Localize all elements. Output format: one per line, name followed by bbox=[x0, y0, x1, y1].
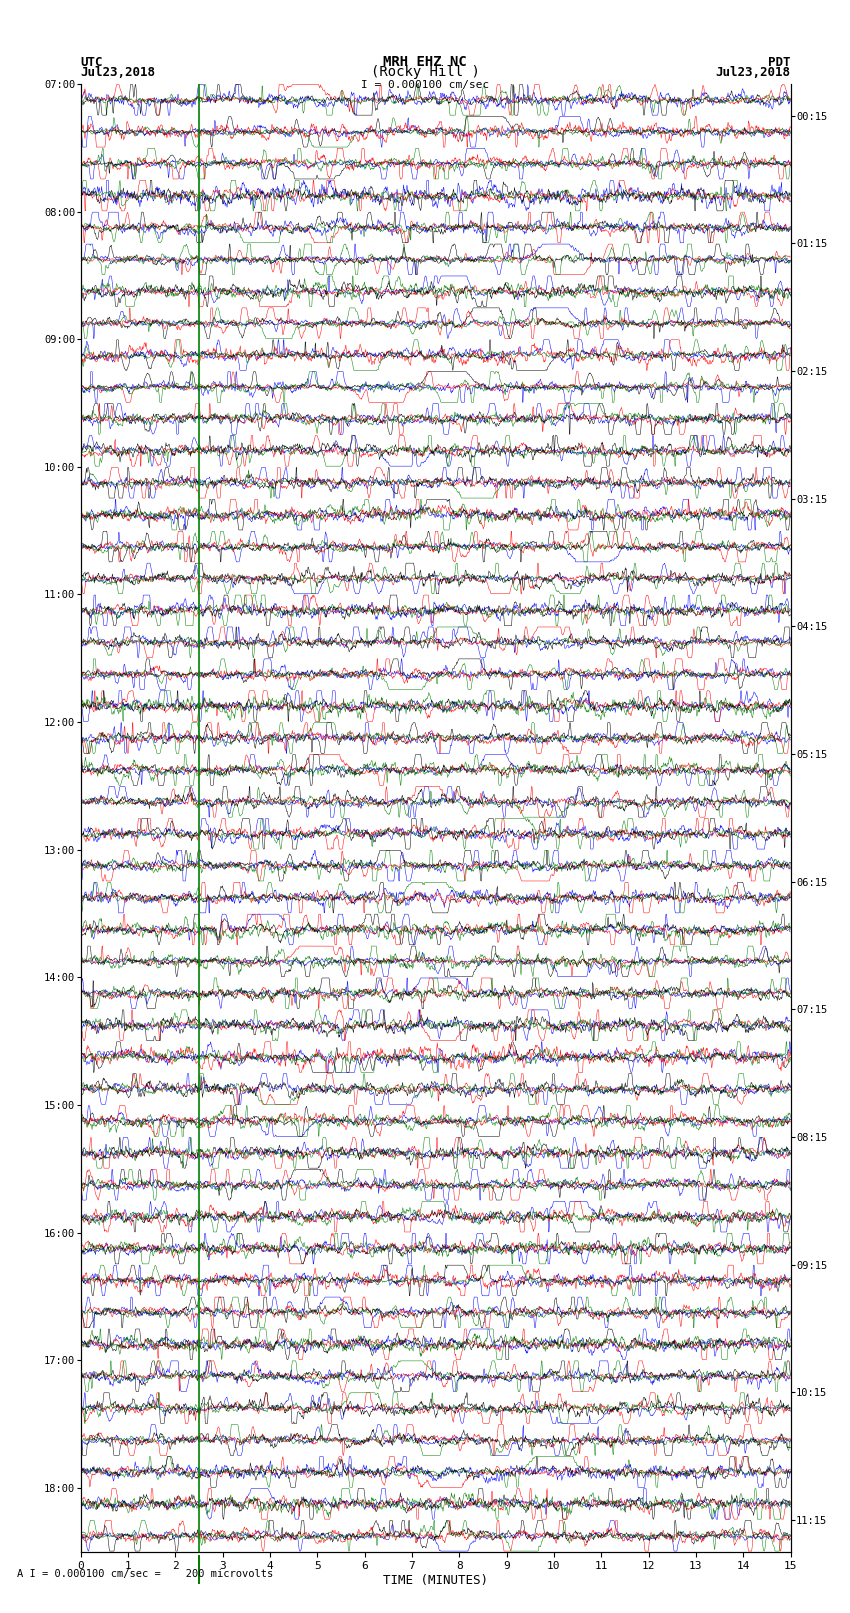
Text: MRH EHZ NC: MRH EHZ NC bbox=[383, 55, 467, 69]
Text: PDT: PDT bbox=[768, 55, 790, 69]
Text: Jul23,2018: Jul23,2018 bbox=[81, 66, 156, 79]
Text: I = 0.000100 cm/sec: I = 0.000100 cm/sec bbox=[361, 79, 489, 90]
Text: (Rocky Hill ): (Rocky Hill ) bbox=[371, 65, 479, 79]
Text: Jul23,2018: Jul23,2018 bbox=[716, 66, 790, 79]
Text: UTC: UTC bbox=[81, 55, 103, 69]
X-axis label: TIME (MINUTES): TIME (MINUTES) bbox=[383, 1574, 488, 1587]
Text: A I = 0.000100 cm/sec =    200 microvolts: A I = 0.000100 cm/sec = 200 microvolts bbox=[17, 1569, 273, 1579]
